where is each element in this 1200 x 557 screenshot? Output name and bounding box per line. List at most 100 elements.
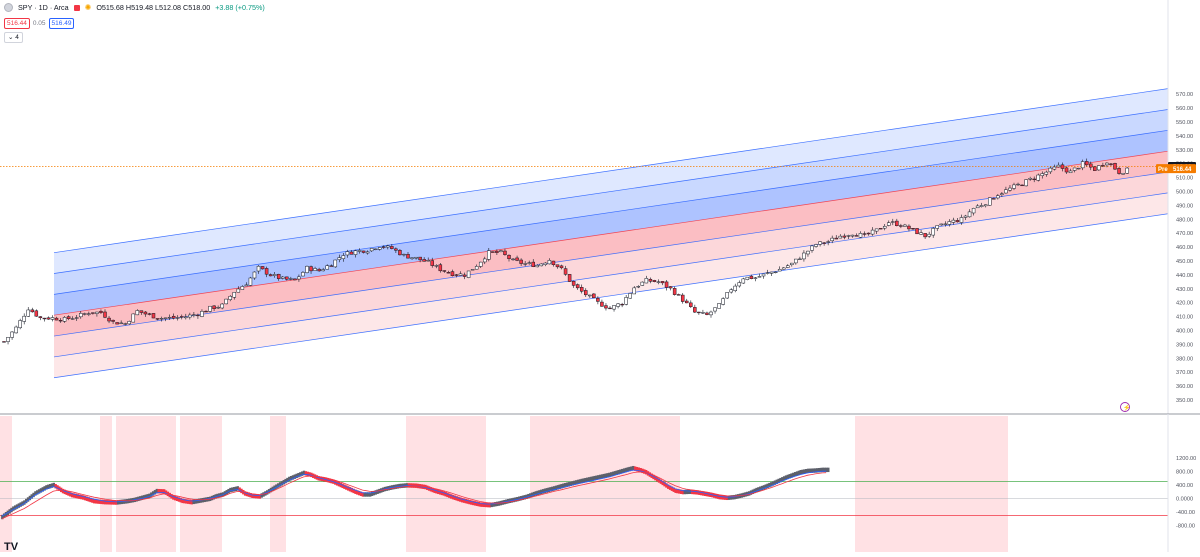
sell-button[interactable]: 516.44 <box>4 18 30 29</box>
candle-up <box>830 237 834 242</box>
candle <box>337 254 342 263</box>
candle-up <box>1012 184 1016 189</box>
candle <box>862 231 867 237</box>
hist-bar-up <box>810 468 813 473</box>
candle-down <box>398 250 402 256</box>
hist-bar-up <box>374 490 377 495</box>
hist-bar-down <box>256 494 260 499</box>
candle-up <box>131 313 136 323</box>
hist-bar-up <box>771 481 775 486</box>
candle <box>14 325 18 334</box>
hist-bar-up <box>797 470 801 476</box>
band-line-1 <box>53 129 1169 295</box>
candle-up <box>426 260 430 262</box>
hist-bar-down <box>692 489 696 495</box>
sun-icon[interactable]: ✺ <box>84 3 92 12</box>
candle-up <box>353 250 358 255</box>
market-closed-icon[interactable] <box>73 4 80 11</box>
hist-bar-up <box>43 486 46 491</box>
candle <box>717 302 721 309</box>
hist-bar-up <box>192 499 195 505</box>
hist-bar-up <box>530 492 534 497</box>
price-tick-label: 510.00 <box>1176 176 1193 182</box>
indicators-collapse-button[interactable]: ⌄ 4 <box>4 32 23 43</box>
candle <box>858 231 863 238</box>
candle-up <box>240 286 245 290</box>
pre-market-label: Pre <box>1158 167 1168 173</box>
candle <box>499 249 503 253</box>
shade-range <box>116 416 176 552</box>
candle <box>442 270 447 273</box>
band-1 <box>54 130 1168 316</box>
candle-up <box>1036 174 1040 181</box>
hist-bar-down <box>115 500 118 505</box>
candle <box>361 250 366 254</box>
hist-bar-up <box>295 473 298 479</box>
candle-down <box>115 322 119 325</box>
hist-bar-up <box>50 483 54 488</box>
candle <box>963 214 968 220</box>
hist-bar-down <box>466 499 469 504</box>
hist-bar-down <box>185 499 188 504</box>
hist-bar-down <box>698 490 701 495</box>
hist-bar-down <box>464 498 468 504</box>
hist-bar-up <box>284 478 287 484</box>
hist-bar-up <box>529 493 532 498</box>
price-tick-label: 430.00 <box>1176 287 1193 293</box>
candle-up <box>373 248 378 251</box>
candle-down <box>519 259 523 264</box>
candle-up <box>208 305 212 312</box>
shade-range <box>0 416 12 552</box>
hist-bar-up <box>604 473 607 478</box>
hist-bar-up <box>232 487 236 492</box>
candle-up <box>119 322 123 324</box>
candle <box>289 276 293 281</box>
hist-bar-up <box>144 494 147 500</box>
hist-bar-up <box>300 471 304 476</box>
candle-up <box>1105 162 1109 166</box>
hist-bar-down <box>159 489 162 494</box>
hist-bar-up <box>277 483 280 488</box>
candle <box>507 254 511 262</box>
hist-bar-down <box>722 495 725 500</box>
candle-down <box>652 280 657 282</box>
candle-up <box>887 222 891 226</box>
candle-up <box>761 273 766 277</box>
candle-up <box>798 258 802 260</box>
hist-bar-up <box>619 469 622 474</box>
band--2 <box>54 192 1168 378</box>
pre-market-price: 516.44 <box>1173 167 1192 173</box>
candle <box>426 257 430 262</box>
oscillator-axis[interactable]: 1200.00 800.00 400.00 0.0000 -400.00 -800.00 T… <box>4 414 1196 553</box>
hist-bar-down <box>635 466 639 472</box>
buy-button[interactable]: 516.49 <box>48 18 75 29</box>
hist-bar-down <box>700 490 703 496</box>
candle-down <box>180 316 184 318</box>
candle <box>341 252 346 262</box>
hist-bar-up <box>775 479 778 485</box>
candle-up <box>527 262 531 264</box>
candle-down <box>1060 164 1065 169</box>
symbol-title[interactable]: SPY · 1D · Arca <box>18 3 69 12</box>
hist-bar-up <box>564 483 567 488</box>
hist-bar-down <box>455 496 458 501</box>
candle-down <box>559 265 564 269</box>
candle <box>697 311 701 315</box>
candle <box>701 309 705 314</box>
candle-down <box>99 310 103 313</box>
candle-up <box>1097 165 1101 171</box>
candle-down <box>329 265 333 267</box>
hist-bar-up <box>196 498 199 504</box>
hist-bar-up <box>21 501 24 506</box>
hist-bar-up <box>582 478 585 483</box>
price-axis[interactable]: 570.00560.00550.00540.00530.00520.00510.… <box>0 0 1200 415</box>
candle-down <box>196 314 200 317</box>
hist-bar-up <box>782 476 786 481</box>
candle-up <box>753 277 758 279</box>
hist-bar-down <box>357 490 361 496</box>
candle-down <box>878 228 883 230</box>
hist-bar-up <box>600 474 604 479</box>
candle <box>955 217 960 223</box>
